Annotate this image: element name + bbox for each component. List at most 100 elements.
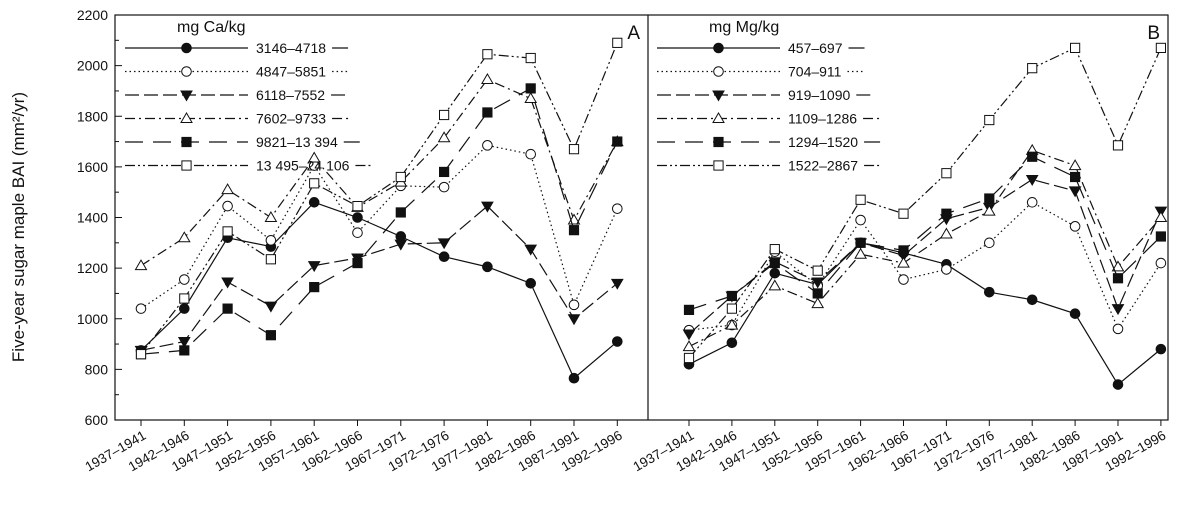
data-point: [525, 278, 537, 289]
data-point: [482, 140, 493, 151]
data-point: [438, 251, 450, 263]
data-point: [135, 349, 147, 360]
data-point: [1070, 171, 1081, 183]
data-point: [481, 73, 494, 85]
data-point: [439, 109, 450, 121]
y-tick-label: 1000: [77, 311, 108, 327]
data-point: [1111, 260, 1125, 272]
legend: mg Mg/kg 457–697 704–911 919–1090 1109–1286 1…: [657, 19, 881, 174]
data-point: [1112, 323, 1124, 335]
data-point: [1154, 211, 1168, 222]
data-point: [1025, 175, 1039, 187]
legend-title: mg Mg/kg: [709, 19, 779, 36]
data-point: [1069, 308, 1081, 319]
legend-marker: [181, 42, 192, 54]
data-point: [265, 234, 277, 246]
legend-entry-label: 4847–5851: [256, 64, 326, 80]
y-tick-label: 1200: [77, 260, 108, 276]
data-point: [525, 83, 536, 94]
legend-marker: [181, 160, 192, 171]
data-point: [941, 264, 952, 275]
data-point: [612, 136, 623, 147]
y-tick-label: 1400: [77, 210, 108, 226]
panel-letter: B: [1147, 23, 1160, 44]
data-point: [940, 227, 953, 239]
data-point: [725, 318, 739, 330]
data-point: [179, 303, 190, 314]
y-tick-label: 800: [85, 361, 109, 377]
legend-entry-label: 457–697: [788, 40, 843, 56]
data-point: [1155, 42, 1167, 54]
data-point: [1112, 379, 1124, 390]
data-point: [438, 181, 450, 193]
legend-entry-label: 6118–7552: [256, 87, 325, 103]
legend-marker: [180, 112, 193, 123]
legend-marker: [712, 112, 725, 123]
data-point: [1027, 63, 1038, 74]
data-point: [179, 345, 190, 356]
series-line: [688, 178, 1162, 335]
data-point: [264, 211, 278, 222]
series-line: [688, 149, 1162, 348]
data-point: [482, 107, 493, 118]
legend-marker: [180, 90, 193, 102]
data-point: [612, 336, 623, 347]
data-point: [811, 297, 825, 309]
data-point: [309, 178, 320, 189]
data-point: [437, 238, 451, 250]
data-point: [984, 237, 995, 249]
data-point: [1026, 197, 1038, 208]
data-point: [1027, 151, 1038, 162]
legend-marker: [713, 160, 724, 171]
data-point: [394, 239, 408, 251]
series-line: [140, 201, 618, 380]
data-point: [984, 286, 995, 298]
data-point: [264, 301, 278, 313]
panel-letter: A: [627, 23, 640, 44]
data-point: [524, 244, 538, 256]
data-point: [855, 237, 866, 248]
data-point: [265, 330, 276, 341]
data-point: [941, 208, 952, 219]
series-line: [140, 42, 618, 355]
data-point: [855, 214, 866, 226]
plot-frame: [114, 14, 1169, 421]
data-point: [177, 337, 191, 349]
legend-entry-label: 9821–13 394: [256, 134, 338, 150]
data-point: [612, 203, 623, 214]
data-point: [854, 247, 867, 259]
data-point: [982, 204, 996, 216]
data-point: [984, 114, 995, 126]
data-point: [135, 303, 147, 314]
data-point: [568, 299, 580, 311]
data-point: [812, 265, 823, 276]
y-axis-label: Five-year sugar maple BAI (mm²/yr): [9, 92, 28, 362]
data-point: [352, 212, 363, 223]
data-point: [812, 288, 823, 299]
data-point: [1155, 231, 1167, 242]
data-point: [481, 201, 494, 213]
data-point: [855, 194, 866, 205]
legend-marker: [181, 136, 192, 148]
legend-entry-label: 7602–9733: [256, 111, 326, 127]
data-point: [309, 282, 320, 293]
data-point: [134, 259, 148, 271]
data-point: [1069, 221, 1081, 232]
data-point: [568, 225, 580, 236]
panel-b: 1937–19411942–19461947–19511952–19561957…: [630, 19, 1168, 474]
data-point: [179, 293, 190, 304]
data-point: [524, 92, 538, 104]
legend-marker: [181, 66, 192, 77]
data-point: [525, 52, 536, 64]
data-point: [221, 183, 234, 195]
panel-a: 1937–19411942–19461947–19511952–19561957…: [82, 19, 640, 474]
data-point: [726, 290, 737, 302]
legend-marker: [713, 136, 724, 148]
data-point: [222, 303, 233, 314]
data-point: [898, 274, 909, 285]
data-point: [1112, 273, 1124, 284]
data-point: [1111, 304, 1125, 316]
data-point: [482, 261, 493, 273]
data-point: [682, 329, 696, 341]
data-point: [897, 256, 910, 268]
